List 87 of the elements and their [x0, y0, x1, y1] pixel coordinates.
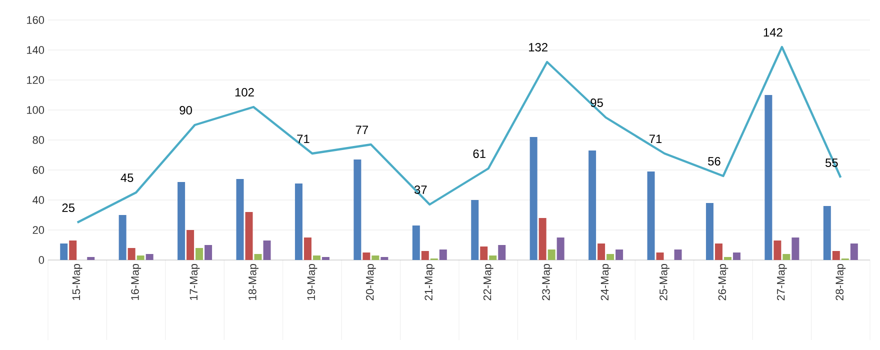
bar	[263, 240, 271, 260]
data-label: 90	[180, 106, 192, 114]
bar	[471, 200, 479, 260]
bar	[764, 95, 772, 260]
bar	[480, 246, 488, 260]
bar	[380, 257, 388, 260]
bar	[538, 218, 546, 260]
bar	[412, 226, 420, 260]
bar	[304, 238, 312, 260]
x-tick-label: 19-Мар	[307, 264, 318, 300]
bar	[354, 160, 362, 260]
bar	[606, 254, 614, 260]
bar	[60, 244, 68, 260]
bar	[421, 251, 429, 260]
bar	[647, 172, 655, 260]
bar	[322, 257, 330, 260]
y-tick-label: 100	[27, 106, 44, 114]
bar	[548, 250, 556, 260]
x-tick-label: 25-Мар	[660, 264, 670, 300]
bar	[792, 238, 800, 260]
bar	[439, 250, 447, 260]
data-label: 142	[764, 28, 782, 36]
bar	[236, 179, 244, 260]
bar	[530, 137, 538, 260]
bar	[774, 240, 782, 260]
bar	[823, 206, 831, 260]
bar	[69, 240, 77, 260]
bar	[498, 245, 506, 260]
bar	[362, 252, 370, 260]
data-label: 71	[649, 134, 662, 143]
bar	[832, 251, 840, 260]
bar	[556, 238, 564, 260]
x-tick-label: 20-Мар	[366, 264, 376, 300]
data-label: 71	[297, 134, 310, 143]
data-label: 25	[62, 204, 74, 212]
bar	[656, 252, 664, 260]
bar	[178, 182, 186, 260]
y-tick-label: 60	[32, 166, 44, 174]
y-tick-label: 40	[32, 196, 44, 204]
bar	[196, 248, 204, 260]
bar	[714, 244, 722, 260]
data-label: 77	[356, 126, 368, 134]
y-tick-label: 80	[32, 136, 44, 144]
bar	[186, 230, 194, 260]
bar	[489, 256, 497, 260]
bar	[598, 244, 606, 260]
bar	[204, 245, 212, 260]
bar	[616, 250, 624, 260]
bar	[706, 203, 714, 260]
bar	[118, 215, 126, 260]
x-tick-label: 21-Мар	[424, 264, 435, 300]
bar	[128, 248, 136, 260]
bar	[588, 150, 596, 260]
x-tick-label: 26-Мар	[718, 264, 728, 300]
bar	[312, 256, 320, 260]
x-tick-label: 15-Мар	[72, 264, 82, 300]
data-label: 102	[235, 88, 254, 96]
y-tick-label: 140	[27, 46, 44, 54]
data-label: 56	[708, 157, 720, 166]
bar	[294, 184, 302, 260]
data-label: 95	[590, 98, 603, 107]
x-tick-label: 24-Мар	[600, 264, 611, 300]
x-tick-label: 16-Мар	[131, 264, 142, 300]
bar	[732, 252, 740, 260]
bar	[782, 254, 790, 260]
bar	[372, 256, 380, 260]
bar	[254, 254, 262, 260]
y-tick-label: 120	[27, 76, 44, 84]
x-tick-label: 23-Мар	[542, 264, 552, 300]
data-label: 61	[473, 150, 486, 158]
y-tick-label: 160	[27, 16, 44, 24]
y-tick-label: 0	[38, 256, 44, 264]
bar	[674, 250, 682, 260]
x-tick-label: 27-Мар	[776, 264, 787, 300]
bar	[87, 257, 95, 260]
x-tick-label: 17-Мар	[190, 264, 200, 300]
data-label: 45	[120, 174, 134, 182]
x-tick-label: 18-Мар	[248, 264, 258, 300]
x-tick-label: 22-Мар	[483, 264, 494, 300]
data-label: 132	[529, 43, 548, 52]
bar	[724, 257, 732, 260]
bar	[146, 254, 154, 260]
bar	[136, 256, 144, 260]
y-tick-label: 20	[32, 226, 44, 234]
bar	[245, 212, 253, 260]
bar	[850, 244, 858, 260]
x-tick-label: 28-Мар	[836, 264, 846, 300]
